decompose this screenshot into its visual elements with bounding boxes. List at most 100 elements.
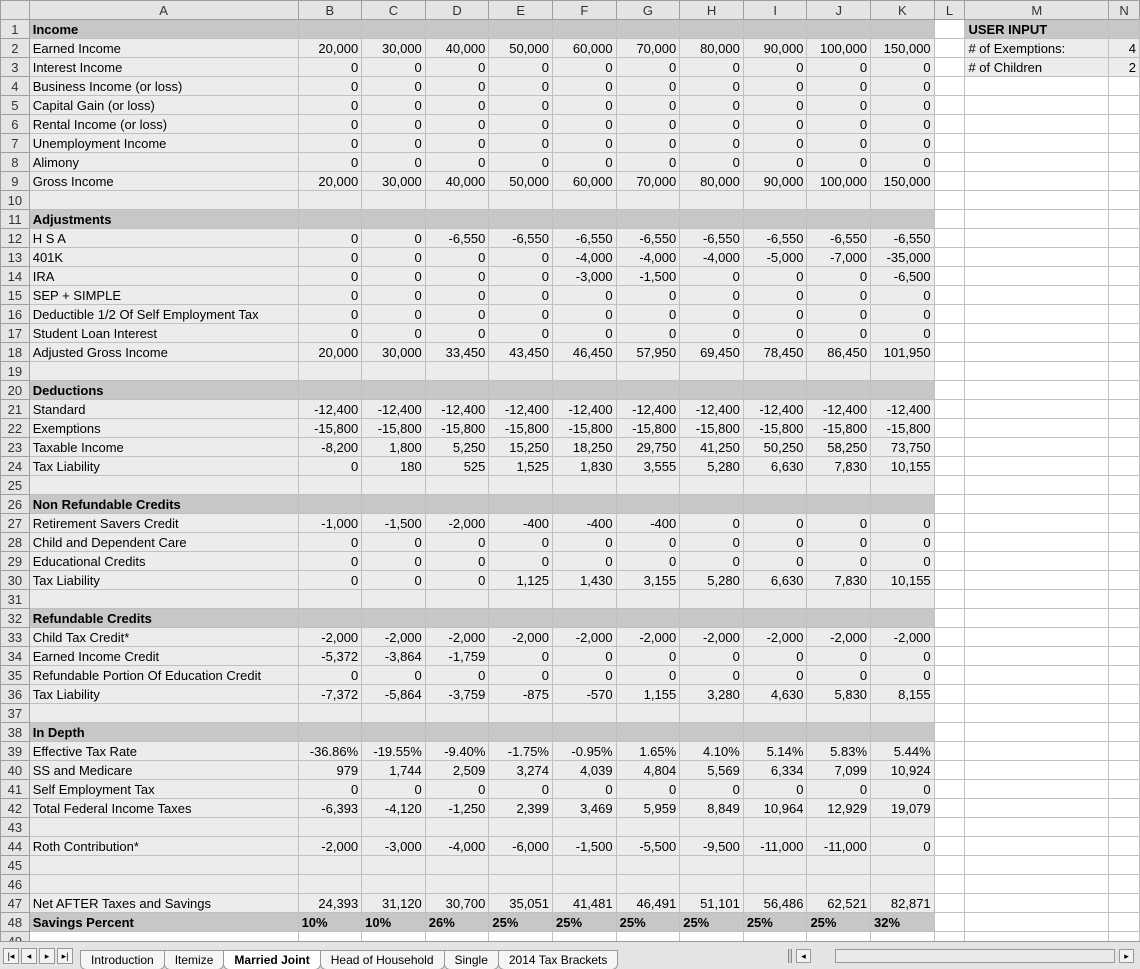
- cell-M45[interactable]: [965, 856, 1109, 875]
- scroll-right-arrow[interactable]: ▸: [1119, 949, 1134, 963]
- cell-C32[interactable]: [362, 609, 426, 628]
- cell-H38[interactable]: [680, 723, 744, 742]
- cell-G43[interactable]: [616, 818, 680, 837]
- cell-H18[interactable]: 69,450: [680, 343, 744, 362]
- cell-B49[interactable]: [298, 932, 362, 942]
- cell-J22[interactable]: -15,800: [807, 419, 871, 438]
- cell-I41[interactable]: 0: [743, 780, 807, 799]
- row-header-9[interactable]: 9: [1, 172, 30, 191]
- row-label-36[interactable]: Tax Liability: [29, 685, 298, 704]
- cell-J30[interactable]: 7,830: [807, 571, 871, 590]
- cell-B43[interactable]: [298, 818, 362, 837]
- cell-K16[interactable]: 0: [871, 305, 935, 324]
- cell-E41[interactable]: 0: [489, 780, 553, 799]
- cell-H9[interactable]: 80,000: [680, 172, 744, 191]
- cell-B28[interactable]: 0: [298, 533, 362, 552]
- cell-E34[interactable]: 0: [489, 647, 553, 666]
- cell-M32[interactable]: [965, 609, 1109, 628]
- cell-L15[interactable]: [934, 286, 965, 305]
- cell-L3[interactable]: [934, 58, 965, 77]
- cell-I22[interactable]: -15,800: [743, 419, 807, 438]
- cell-H24[interactable]: 5,280: [680, 457, 744, 476]
- cell-J13[interactable]: -7,000: [807, 248, 871, 267]
- cell-D33[interactable]: -2,000: [425, 628, 489, 647]
- cell-J16[interactable]: 0: [807, 305, 871, 324]
- cell-H34[interactable]: 0: [680, 647, 744, 666]
- cell-M28[interactable]: [965, 533, 1109, 552]
- cell-B36[interactable]: -7,372: [298, 685, 362, 704]
- cell-L23[interactable]: [934, 438, 965, 457]
- cell-F3[interactable]: 0: [553, 58, 617, 77]
- cell-D18[interactable]: 33,450: [425, 343, 489, 362]
- cell-C19[interactable]: [362, 362, 426, 381]
- cell-I25[interactable]: [743, 476, 807, 495]
- cell-B41[interactable]: 0: [298, 780, 362, 799]
- cell-G49[interactable]: [616, 932, 680, 942]
- row-header-35[interactable]: 35: [1, 666, 30, 685]
- row-label-30[interactable]: Tax Liability: [29, 571, 298, 590]
- cell-E49[interactable]: [489, 932, 553, 942]
- cell-K5[interactable]: 0: [871, 96, 935, 115]
- cell-N15[interactable]: [1109, 286, 1140, 305]
- cell-E7[interactable]: 0: [489, 134, 553, 153]
- cell-N43[interactable]: [1109, 818, 1140, 837]
- cell-L20[interactable]: [934, 381, 965, 400]
- cell-E46[interactable]: [489, 875, 553, 894]
- row-header-34[interactable]: 34: [1, 647, 30, 666]
- cell-N12[interactable]: [1109, 229, 1140, 248]
- cell-B1[interactable]: [298, 20, 362, 39]
- scroll-left-arrow[interactable]: ◂: [796, 949, 811, 963]
- cell-J32[interactable]: [807, 609, 871, 628]
- cell-C23[interactable]: 1,800: [362, 438, 426, 457]
- cell-J18[interactable]: 86,450: [807, 343, 871, 362]
- cell-C1[interactable]: [362, 20, 426, 39]
- cell-N19[interactable]: [1109, 362, 1140, 381]
- cell-L35[interactable]: [934, 666, 965, 685]
- cell-G5[interactable]: 0: [616, 96, 680, 115]
- row-label-21[interactable]: Standard: [29, 400, 298, 419]
- cell-K45[interactable]: [871, 856, 935, 875]
- cell-I27[interactable]: 0: [743, 514, 807, 533]
- cell-I21[interactable]: -12,400: [743, 400, 807, 419]
- row-label-47[interactable]: Net AFTER Taxes and Savings: [29, 894, 298, 913]
- cell-D24[interactable]: 525: [425, 457, 489, 476]
- cell-D48[interactable]: 26%: [425, 913, 489, 932]
- cell-F12[interactable]: -6,550: [553, 229, 617, 248]
- row-label-35[interactable]: Refundable Portion Of Education Credit: [29, 666, 298, 685]
- cell-F25[interactable]: [553, 476, 617, 495]
- cell-E39[interactable]: -1.75%: [489, 742, 553, 761]
- cell-F37[interactable]: [553, 704, 617, 723]
- tab-nav-next[interactable]: ▸: [39, 948, 55, 964]
- exemptions-value[interactable]: 4: [1109, 39, 1140, 58]
- cell-M6[interactable]: [965, 115, 1109, 134]
- cell-L9[interactable]: [934, 172, 965, 191]
- cell-C17[interactable]: 0: [362, 324, 426, 343]
- cell-L6[interactable]: [934, 115, 965, 134]
- cell-B46[interactable]: [298, 875, 362, 894]
- cell-M30[interactable]: [965, 571, 1109, 590]
- row-label-17[interactable]: Student Loan Interest: [29, 324, 298, 343]
- cell-F34[interactable]: 0: [553, 647, 617, 666]
- column-header-M[interactable]: M: [965, 1, 1109, 20]
- cell-F10[interactable]: [553, 191, 617, 210]
- cell-G47[interactable]: 46,491: [616, 894, 680, 913]
- cell-N23[interactable]: [1109, 438, 1140, 457]
- cell-G13[interactable]: -4,000: [616, 248, 680, 267]
- cell-N25[interactable]: [1109, 476, 1140, 495]
- cell-B35[interactable]: 0: [298, 666, 362, 685]
- row-header-42[interactable]: 42: [1, 799, 30, 818]
- cell-D19[interactable]: [425, 362, 489, 381]
- cell-K38[interactable]: [871, 723, 935, 742]
- cell-K2[interactable]: 150,000: [871, 39, 935, 58]
- cell-E26[interactable]: [489, 495, 553, 514]
- cell-G35[interactable]: 0: [616, 666, 680, 685]
- cell-M34[interactable]: [965, 647, 1109, 666]
- cell-F13[interactable]: -4,000: [553, 248, 617, 267]
- cell-D21[interactable]: -12,400: [425, 400, 489, 419]
- row-header-26[interactable]: 26: [1, 495, 30, 514]
- cell-B39[interactable]: -36.86%: [298, 742, 362, 761]
- cell-I33[interactable]: -2,000: [743, 628, 807, 647]
- row-header-8[interactable]: 8: [1, 153, 30, 172]
- cell-G14[interactable]: -1,500: [616, 267, 680, 286]
- cell-E20[interactable]: [489, 381, 553, 400]
